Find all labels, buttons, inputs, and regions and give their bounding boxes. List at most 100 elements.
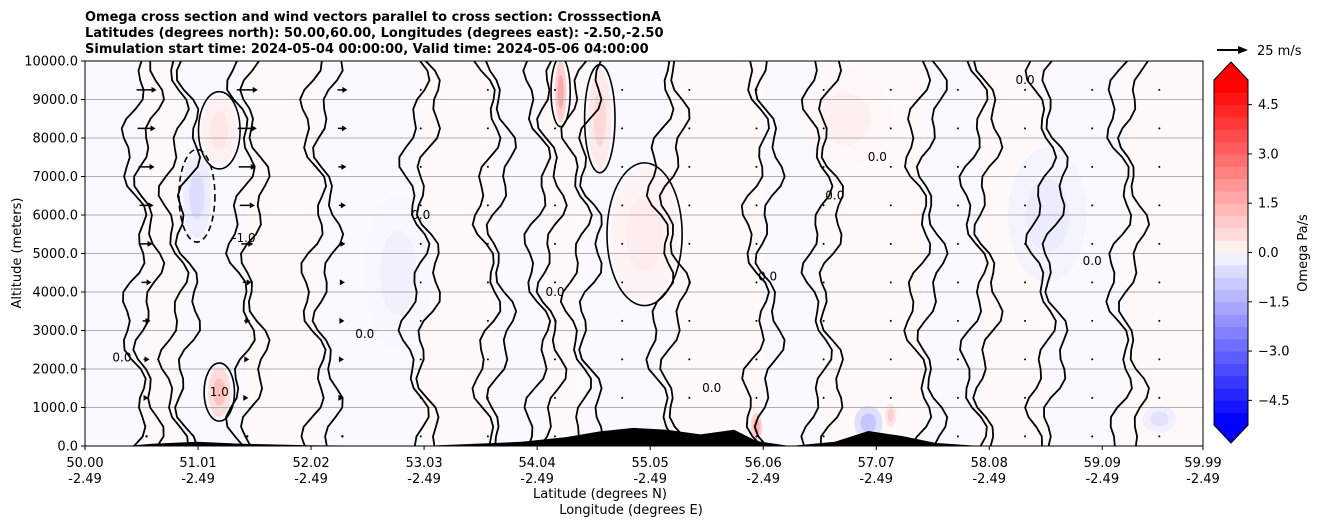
wind-vector (889, 281, 892, 284)
colorbar-outline (1213, 61, 1249, 444)
wind-vector (956, 281, 959, 284)
wind-vector (956, 242, 959, 245)
wind-vector (956, 165, 959, 168)
x-tick-label-latitude: 56.06 (745, 456, 782, 471)
wind-vector (419, 242, 422, 245)
wind-vector-head (341, 125, 347, 132)
wind-vector (889, 242, 892, 245)
y-tick-label: 0.0 (57, 440, 78, 455)
colorbar-segment (1214, 166, 1248, 180)
colorbar-segment (1214, 289, 1248, 303)
wind-vector (822, 127, 825, 130)
wind-vector (822, 165, 825, 168)
colorbar-segment (1214, 178, 1248, 192)
contour-line (1041, 61, 1069, 446)
wind-vector (554, 358, 557, 361)
omega-region-core (189, 172, 205, 220)
contour-line (299, 61, 328, 446)
wind-vector (956, 319, 959, 322)
wind-vector (688, 165, 691, 168)
colorbar-segment (1214, 240, 1248, 253)
x-tick-label-latitude: 53.03 (405, 456, 442, 471)
wind-vector (755, 281, 758, 284)
wind-vector (419, 319, 422, 322)
wind-vector (621, 88, 624, 91)
y-tick-label: 10000.0 (24, 55, 78, 70)
y-tick-label: 6000.0 (33, 209, 79, 224)
wind-vector (621, 319, 624, 322)
contour-labels: 0.0 -1.0 0.0 0.0 1.0 0.0 0.0 0.0 0.0 0.0 0.0 0.0 (112, 73, 1101, 399)
y-tick-label: 1000.0 (33, 401, 79, 416)
colorbar-segment (1214, 412, 1248, 426)
wind-vector (1091, 396, 1094, 399)
wind-vectors (136, 86, 1161, 438)
colorbar-segment (1214, 363, 1248, 377)
wind-vector (822, 281, 825, 284)
y-tick-label: 8000.0 (33, 132, 79, 147)
omega-region-core (860, 413, 877, 433)
wind-vector (688, 281, 691, 284)
wind-vector (419, 396, 422, 399)
wind-vector (554, 127, 557, 130)
wind-vector (755, 396, 758, 399)
wind-vector (1158, 204, 1161, 207)
contour-line (485, 61, 518, 446)
x-tick-label-longitude: -2.49 (294, 472, 328, 487)
wind-vector-head (245, 317, 251, 324)
wind-key: 25 m/s (1217, 44, 1302, 59)
wind-vector (956, 88, 959, 91)
wind-vector (419, 358, 422, 361)
colorbar-tick-label: 4.5 (1258, 98, 1279, 113)
wind-vector (486, 358, 489, 361)
omega-region-core (821, 92, 871, 146)
colorbar-segment (1214, 104, 1248, 118)
colorbar-tick-label: 3.0 (1258, 147, 1279, 162)
wind-vector-head (149, 163, 155, 170)
wind-vector (755, 165, 758, 168)
colorbar-segment (1214, 215, 1248, 229)
x-tick-label-longitude: -2.49 (68, 472, 102, 487)
colorbar-segment (1214, 400, 1248, 414)
wind-vector-head (243, 394, 249, 401)
wind-vector (419, 88, 422, 91)
wind-vector (419, 165, 422, 168)
wind-vector (1158, 88, 1161, 91)
omega-region-core (753, 419, 760, 435)
wind-vector (956, 204, 959, 207)
contour-line (1117, 61, 1151, 446)
wind-vector (621, 127, 624, 130)
wind-vector-head (147, 240, 153, 247)
wind-vector (1024, 204, 1027, 207)
wind-vector-head (244, 356, 250, 363)
contour-line (415, 61, 441, 446)
x-tick-label-latitude: 51.01 (179, 456, 216, 471)
contour-line (174, 61, 202, 446)
plot-area: 0.0 -1.0 0.0 0.0 1.0 0.0 0.0 0.0 0.0 0.0 0.0 0.0 (85, 61, 1203, 446)
contour-line (311, 61, 345, 446)
wind-vector-head (340, 240, 346, 247)
wind-vector-head (143, 394, 149, 401)
wind-vector (755, 88, 758, 91)
wind-vector (688, 127, 691, 130)
wind-vector (1091, 242, 1094, 245)
wind-vector (1091, 204, 1094, 207)
contour-line (958, 61, 989, 446)
y-tick-label: 5000.0 (33, 247, 79, 262)
wind-vector-head (144, 356, 150, 363)
wind-vector-head (146, 279, 152, 286)
wind-vector (419, 281, 422, 284)
wind-vector (688, 319, 691, 322)
wind-vector (1024, 435, 1027, 438)
wind-vector (486, 88, 489, 91)
contour-line (915, 61, 949, 446)
chart-title-line-3: Simulation start time: 2024-05-04 00:00:… (85, 42, 649, 57)
wind-vector-head (339, 279, 345, 286)
wind-vector (1091, 127, 1094, 130)
wind-vector (889, 319, 892, 322)
wind-vector-head (151, 86, 157, 93)
wind-vector (486, 127, 489, 130)
wind-vector (1158, 319, 1161, 322)
omega-contour-lines (120, 61, 1151, 446)
wind-vector (554, 281, 557, 284)
contour-line (397, 61, 431, 446)
